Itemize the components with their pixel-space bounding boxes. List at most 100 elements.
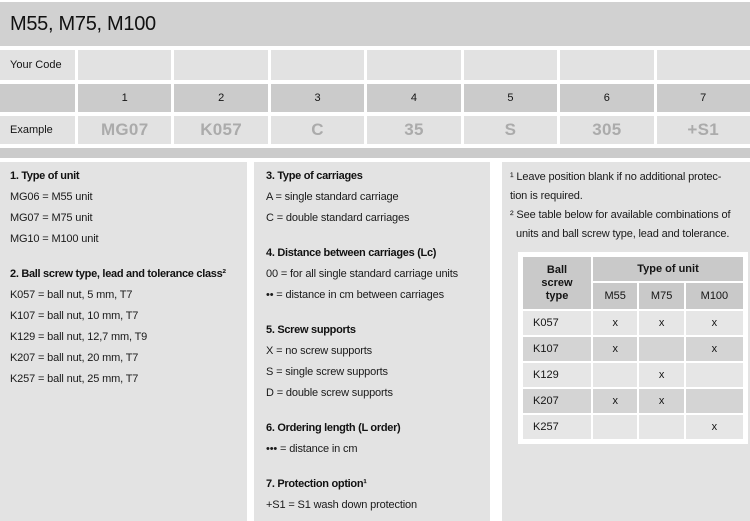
combination-table: Ball screw type Type of unit M55 M75 M10… [518,252,748,444]
combo-mark-m75 [639,337,684,361]
section-ordering-length: 6. Ordering length (L order) ••• = dista… [266,418,486,460]
your-code-cell-7 [656,50,750,80]
content-panels: 1. Type of unit MG06 = M55 unit MG07 = M… [0,162,750,521]
section-line: MG07 = M75 unit [10,212,93,224]
combo-row-k129: K129 x [523,363,743,387]
example-value: 35 [404,120,424,139]
section-line: K129 = ball nut, 12,7 mm, T9 [10,331,148,343]
section-line: +S1 = S1 wash down protection [266,499,417,511]
combo-row-label: K257 [523,415,591,439]
combo-row-k207: K207 x x [523,389,743,413]
section-type-of-carriages: 3. Type of carriages A = single standard… [266,166,486,229]
combo-mark-m75 [639,415,684,439]
section-heading: 6. Ordering length (L order) [266,422,401,434]
footnote-1-line-2: tion is required. [510,190,583,202]
example-label: Example [0,116,75,144]
combo-mark-m55: x [593,311,638,335]
your-code-row: Your Code [0,50,750,80]
position-number: 2 [218,92,225,104]
section-heading: 5. Screw supports [266,324,356,336]
footnote-2-line-2: units and ball screw type, lead and tole… [516,228,730,240]
combo-mark-m75: x [639,363,684,387]
section-line: X = no screw supports [266,345,372,357]
combo-mark-m100: x [685,311,743,335]
combo-header-m55: M55 [593,283,638,309]
footnote-2-line-1: ² See table below for available combinat… [510,209,731,221]
section-heading: 2. Ball screw type, lead and tolerance c… [10,268,226,280]
position-row-spacer [0,84,75,112]
panel-middle: 3. Type of carriages A = single standard… [254,162,490,521]
panel-left: 1. Type of unit MG06 = M55 unit MG07 = M… [0,162,247,521]
position-number: 6 [603,92,610,104]
example-value: K057 [200,120,243,139]
footnotes: ¹ Leave position blank if no additional … [510,168,744,244]
example-row: Example MG07 K057 C 35 S 305 +S1 [0,116,750,144]
position-number: 7 [700,92,707,104]
section-line: •• = distance in cm between carriages [266,289,444,301]
your-code-cell-4 [367,50,461,80]
section-distance-between-carriages: 4. Distance between carriages (Lc) 00 = … [266,243,486,306]
section-type-of-unit: 1. Type of unit MG06 = M55 unit MG07 = M… [10,166,241,250]
combo-row-k107: K107 x x [523,337,743,361]
your-code-cell-3 [270,50,365,80]
ordering-code-table: Your Code 1 2 3 4 5 6 7 Example MG07 K05… [0,50,750,148]
section-line: S = single screw supports [266,366,388,378]
combo-mark-m100: x [685,415,743,439]
combo-header-m100: M100 [685,283,743,309]
section-line: A = single standard carriage [266,191,399,203]
position-number: 5 [507,92,514,104]
combo-mark-m55: x [593,389,638,413]
section-line: MG06 = M55 unit [10,191,93,203]
section-heading: 7. Protection option¹ [266,478,367,490]
position-number: 4 [410,92,418,104]
combo-mark-m55: x [593,337,638,361]
section-line: 00 = for all single standard carriage un… [266,268,458,280]
section-line: C = double standard carriages [266,212,410,224]
section-ball-screw-type: 2. Ball screw type, lead and tolerance c… [10,264,241,390]
section-line: K257 = ball nut, 25 mm, T7 [10,373,139,385]
example-value: S [504,120,517,139]
section-heading: 3. Type of carriages [266,170,363,182]
position-number-row: 1 2 3 4 5 6 7 [0,84,750,112]
footnote-1-line-1: ¹ Leave position blank if no additional … [510,171,722,183]
combo-row-label: K107 [523,337,591,361]
combo-header-type-of-unit: Type of unit [593,257,743,281]
position-number: 3 [314,92,321,104]
section-heading: 1. Type of unit [10,170,80,182]
combo-mark-m100 [685,389,743,413]
your-code-cell-1 [78,50,172,80]
section-heading: 4. Distance between carriages (Lc) [266,247,437,259]
section-line: MG10 = M100 unit [10,233,99,245]
combo-mark-m75: x [639,389,684,413]
combo-row-label: K129 [523,363,591,387]
combo-mark-m100 [685,363,743,387]
section-line: ••• = distance in cm [266,443,358,455]
combo-header-ball-screw-type: Ball screw type [523,257,591,309]
combo-mark-m100: x [685,337,743,361]
section-line: K057 = ball nut, 5 mm, T7 [10,289,133,301]
example-value: 305 [592,120,622,139]
section-line: D = double screw supports [266,387,393,399]
combo-row-k257: K257 x [523,415,743,439]
section-line: K107 = ball nut, 10 mm, T7 [10,310,139,322]
combo-mark-m55 [593,363,638,387]
combo-header-m75: M75 [639,283,684,309]
your-code-cell-5 [463,50,558,80]
section-protection-option: 7. Protection option¹ +S1 = S1 wash down… [266,474,486,516]
example-value: C [311,120,324,139]
your-code-label: Your Code [0,50,75,80]
section-line: K207 = ball nut, 20 mm, T7 [10,352,139,364]
panel-right: ¹ Leave position blank if no additional … [502,162,750,521]
combo-mark-m55 [593,415,638,439]
your-code-cell-6 [560,50,654,80]
page-title: M55, M75, M100 [10,12,156,35]
example-value: MG07 [100,120,149,139]
position-number: 1 [121,92,128,104]
combo-row-label: K207 [523,389,591,413]
combo-row-k057: K057 x x x [523,311,743,335]
section-screw-supports: 5. Screw supports X = no screw supports … [266,320,486,404]
your-code-cell-2 [174,50,268,80]
divider-bar [0,148,750,158]
title-bar: M55, M75, M100 [0,2,750,46]
